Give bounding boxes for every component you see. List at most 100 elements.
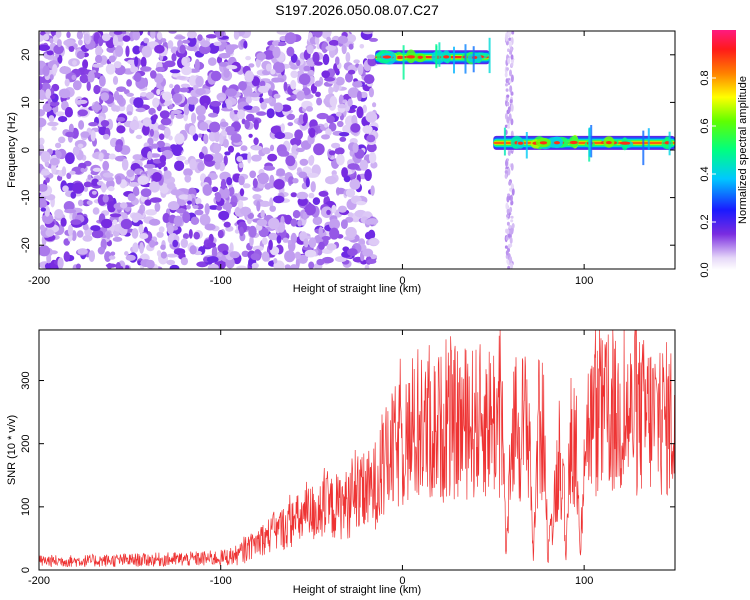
- spectrogram-noise-cell: [112, 35, 119, 47]
- spectrogram-noise-cell: [63, 201, 75, 212]
- snr-x-axis-title: Height of straight line (km): [293, 584, 421, 596]
- spectrogram-noise-cell: [328, 150, 336, 156]
- spectrogram-noise-cell: [229, 110, 235, 120]
- spectrogram-noise-cell: [115, 175, 122, 185]
- spectrogram-noise-cell: [290, 70, 299, 79]
- spectrogram-noise-cell: [55, 142, 62, 149]
- spectrogram-noise-cell: [194, 209, 204, 216]
- spectrogram-noise-cell: [297, 197, 308, 207]
- spectrogram-noise-cell: [166, 182, 176, 190]
- spectrogram-noise-cell: [101, 218, 113, 229]
- spectrogram-tone-spike: [668, 131, 671, 156]
- colorbar-tick-label: 0.6: [699, 118, 711, 133]
- spectrogram-streak-cell: [509, 69, 512, 77]
- spectrogram-noise-cell: [290, 192, 297, 198]
- spectrogram-noise-cell: [86, 81, 91, 92]
- spectrogram-noise-cell: [328, 122, 337, 132]
- spectrogram-noise-cell: [335, 76, 345, 86]
- spectrogram-noise-cell: [294, 129, 303, 140]
- spectrogram-noise-cell: [195, 105, 206, 116]
- spectrogram-noise-cell: [82, 223, 89, 231]
- spectrogram-noise-cell: [169, 264, 180, 269]
- spectrogram-noise-cell: [186, 204, 191, 210]
- spectrogram-noise-cell: [299, 158, 309, 166]
- spectrogram-noise-cell: [308, 127, 316, 138]
- spectrogram-tone-core: [606, 141, 612, 145]
- spectrogram-noise-cell: [290, 53, 298, 63]
- colorbar-tick-label: 0.2: [699, 214, 711, 229]
- spectrogram-noise-cell: [132, 154, 143, 161]
- spectrogram-noise-cell: [230, 133, 242, 143]
- spectrogram-noise-cell: [219, 134, 224, 146]
- spectrogram-noise-cell: [284, 264, 291, 269]
- spectrogram-noise-cell: [168, 104, 174, 110]
- spectrogram-noise-cell: [149, 197, 162, 203]
- spectrogram-noise-cell: [290, 232, 297, 244]
- spectrogram-noise-cell: [169, 83, 174, 89]
- spectrogram-noise-cell: [223, 138, 229, 148]
- spectrogram-noise-cell: [205, 34, 218, 39]
- spectrogram-noise-cell: [222, 202, 233, 210]
- spectrogram-noise-cell: [273, 102, 284, 113]
- spectrogram-noise-cell: [119, 202, 128, 209]
- colorbar-ticks: 0.0 0.2 0.4 0.6 0.8: [699, 70, 716, 278]
- spectrogram-tone-core: [417, 55, 423, 59]
- spectrogram-noise-cell: [238, 162, 244, 169]
- spectrogram-noise-cell: [242, 183, 251, 189]
- colorbar-tick-label: 0.0: [699, 262, 711, 277]
- spectrogram-noise-cell: [52, 64, 58, 74]
- spectrogram-streak-cell: [510, 262, 514, 269]
- spectrogram-noise-cell: [126, 79, 132, 87]
- spectrogram-noise-cell: [99, 75, 106, 87]
- spectrogram-noise-cell: [80, 131, 90, 138]
- spectrogram-streak-cell: [506, 94, 510, 98]
- spectrogram-noise-cell: [171, 53, 177, 62]
- spectrogram-noise-cell: [247, 151, 252, 164]
- spectrogram-noise-cell: [310, 181, 316, 193]
- spectrogram-noise-cell: [42, 33, 50, 41]
- spectrogram-noise-cell: [145, 91, 155, 100]
- spectrogram-noise-cell: [63, 238, 70, 246]
- spectrogram-noise-cell: [162, 212, 171, 224]
- spectrogram-noise-cell: [260, 101, 268, 110]
- spectrogram-noise-cell: [223, 221, 231, 228]
- spectrogram-noise-cell: [318, 241, 325, 250]
- spectrogram-noise-cell: [286, 46, 295, 57]
- spectrogram-noise-cell: [143, 37, 150, 44]
- spectrogram-noise-cell: [150, 31, 156, 39]
- spectrogram-noise-cell: [249, 170, 257, 179]
- spectrogram-noise-cell: [39, 117, 47, 128]
- spectrogram-streak-cell: [511, 188, 515, 196]
- spectrogram-noise-cell: [47, 121, 59, 127]
- spectrogram-noise-cell: [290, 79, 297, 90]
- spectrogram-noise-cell: [111, 104, 118, 112]
- spectrogram-noise-cell: [329, 218, 340, 230]
- x-tick-label: -200: [28, 575, 50, 587]
- spectrogram-noise-cell: [199, 95, 211, 107]
- spectrogram-noise-cell: [182, 233, 190, 240]
- spectrogram-noise-cell: [259, 97, 264, 104]
- spectrogram-noise-cell: [340, 219, 348, 230]
- spectrogram-noise-cell: [66, 31, 71, 38]
- spectrogram-noise-cell: [268, 217, 280, 230]
- spectrogram-noise-cell: [55, 111, 65, 117]
- spectrogram-noise-cell: [154, 202, 161, 212]
- snr-x-ticks: -200 -100 0 100: [28, 330, 593, 587]
- spectrogram-noise-cell: [296, 59, 301, 66]
- spectrogram-noise-cell: [324, 77, 336, 82]
- spectrogram-streak-cell: [504, 245, 508, 249]
- spectrogram-noise-cell: [262, 98, 273, 104]
- spectrogram-noise-cell: [356, 106, 364, 119]
- spectrogram-noise-cell: [209, 121, 221, 133]
- spectrogram-noise-cell: [304, 249, 317, 258]
- spectrogram-noise-cell: [133, 97, 144, 108]
- spectrogram-noise-cell: [339, 136, 347, 142]
- spectrogram-noise-cell: [186, 31, 197, 39]
- spectrogram-noise-cell: [200, 40, 211, 48]
- spectrogram-streak-cell: [505, 88, 509, 92]
- spectrogram-noise-cell: [204, 223, 216, 231]
- spectrogram-noise-cell: [273, 195, 285, 204]
- spectrogram-noise-cell: [211, 186, 219, 193]
- spectrogram-streak-cell: [508, 37, 512, 41]
- spectrogram-noise-cell: [214, 161, 221, 170]
